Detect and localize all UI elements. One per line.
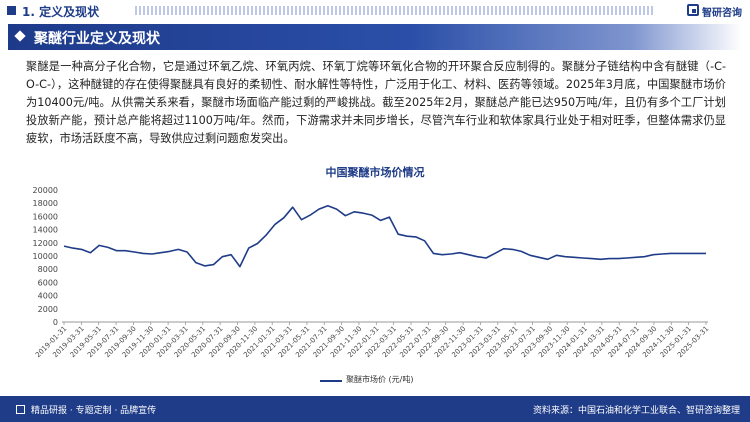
y-tick-label: 6000 [38,278,58,287]
chart-title: 中国聚醚市场价情况 [325,166,425,179]
price-line-chart: 0 2000 4000 6000 8000 10000 12000 14000 16000 180… [33,186,711,359]
footer-bar [0,396,750,422]
description-paragraph: 聚醚是一种高分子化合物，它是通过环氧乙烷、环氧丙烷、环氧丁烷等环氧化合物的开环聚… [26,60,726,145]
top-header: 1. 定义及现状 智研咨询 [0,0,750,22]
series-line-price [63,205,706,268]
y-tick-label: 12000 [33,239,58,248]
legend-label: 聚醚市场价 (元/吨) [346,375,414,384]
brand-logo-icon [687,4,699,16]
title-banner [8,24,742,50]
y-tick-label: 2000 [38,305,58,314]
legend-line-swatch [320,380,342,382]
y-tick-label: 10000 [33,252,58,261]
y-tick-label: 18000 [33,199,58,208]
y-tick-label: 4000 [38,292,58,301]
section-marker-icon [7,6,16,15]
y-tick-label: 20000 [33,186,58,195]
brand-logo-text: 智研咨询 [702,8,742,19]
y-tick-label: 0 [53,318,58,327]
footer-services: 精品研报 · 专题定制 · 品牌宣传 [31,406,157,416]
y-tick-label: 16000 [33,212,58,221]
report-icon [16,405,25,414]
section-title: 1. 定义及现状 [22,5,100,19]
y-tick-label: 14000 [33,226,58,235]
banner-title: 聚醚行业定义及现状 [34,31,160,47]
header-divider [135,6,655,15]
y-tick-label: 8000 [38,265,58,274]
data-source: 资料来源：中国石油和化学工业联合、智研咨询整理 [532,406,740,416]
